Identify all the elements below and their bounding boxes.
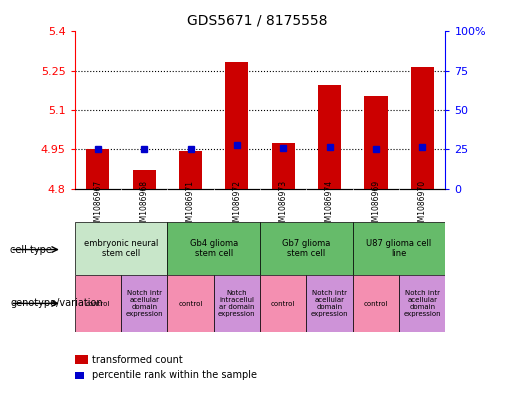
Text: control: control	[178, 301, 203, 307]
Bar	[179, 151, 202, 189]
Bar	[121, 275, 167, 332]
Text: Notch
intracellul
ar domain
expression: Notch intracellul ar domain expression	[218, 290, 256, 317]
Text: GDS5671 / 8175558: GDS5671 / 8175558	[187, 14, 328, 28]
Bar	[167, 275, 214, 332]
Text: genotype/variation: genotype/variation	[10, 298, 103, 309]
Text: control: control	[85, 301, 110, 307]
Text: GSM1086972: GSM1086972	[232, 180, 242, 231]
Bar	[318, 85, 341, 189]
Text: transformed count: transformed count	[92, 354, 182, 365]
Text: GSM1086967: GSM1086967	[93, 180, 102, 231]
Bar	[167, 222, 260, 275]
Text: Notch intr
acellular
domain
expression: Notch intr acellular domain expression	[403, 290, 441, 317]
Bar	[260, 275, 306, 332]
Text: Gb4 glioma
stem cell: Gb4 glioma stem cell	[190, 239, 238, 258]
Bar	[410, 67, 434, 189]
Text: Notch intr
acellular
domain
expression: Notch intr acellular domain expression	[311, 290, 349, 317]
Bar	[364, 95, 387, 189]
Text: Gb7 glioma
stem cell: Gb7 glioma stem cell	[282, 239, 331, 258]
Text: GSM1086968: GSM1086968	[140, 180, 149, 231]
Text: GSM1086974: GSM1086974	[325, 180, 334, 231]
Text: control: control	[271, 301, 296, 307]
Text: control: control	[364, 301, 388, 307]
Bar	[260, 222, 353, 275]
Bar	[75, 222, 167, 275]
Text: GSM1086969: GSM1086969	[371, 180, 381, 231]
Text: GSM1086971: GSM1086971	[186, 180, 195, 231]
Text: embryonic neural
stem cell: embryonic neural stem cell	[84, 239, 158, 258]
Text: Notch intr
acellular
domain
expression: Notch intr acellular domain expression	[125, 290, 163, 317]
Text: cell type: cell type	[10, 244, 52, 255]
Text: GSM1086973: GSM1086973	[279, 180, 288, 231]
Bar	[353, 275, 399, 332]
Bar	[86, 149, 109, 189]
Text: GSM1086970: GSM1086970	[418, 180, 427, 231]
Bar	[399, 275, 445, 332]
Bar	[133, 170, 156, 189]
Bar	[306, 275, 353, 332]
Bar	[75, 275, 121, 332]
Bar	[214, 275, 260, 332]
Text: percentile rank within the sample: percentile rank within the sample	[92, 370, 256, 380]
Bar	[226, 62, 248, 189]
Text: U87 glioma cell
line: U87 glioma cell line	[367, 239, 432, 258]
Bar	[353, 222, 445, 275]
Bar	[272, 143, 295, 189]
